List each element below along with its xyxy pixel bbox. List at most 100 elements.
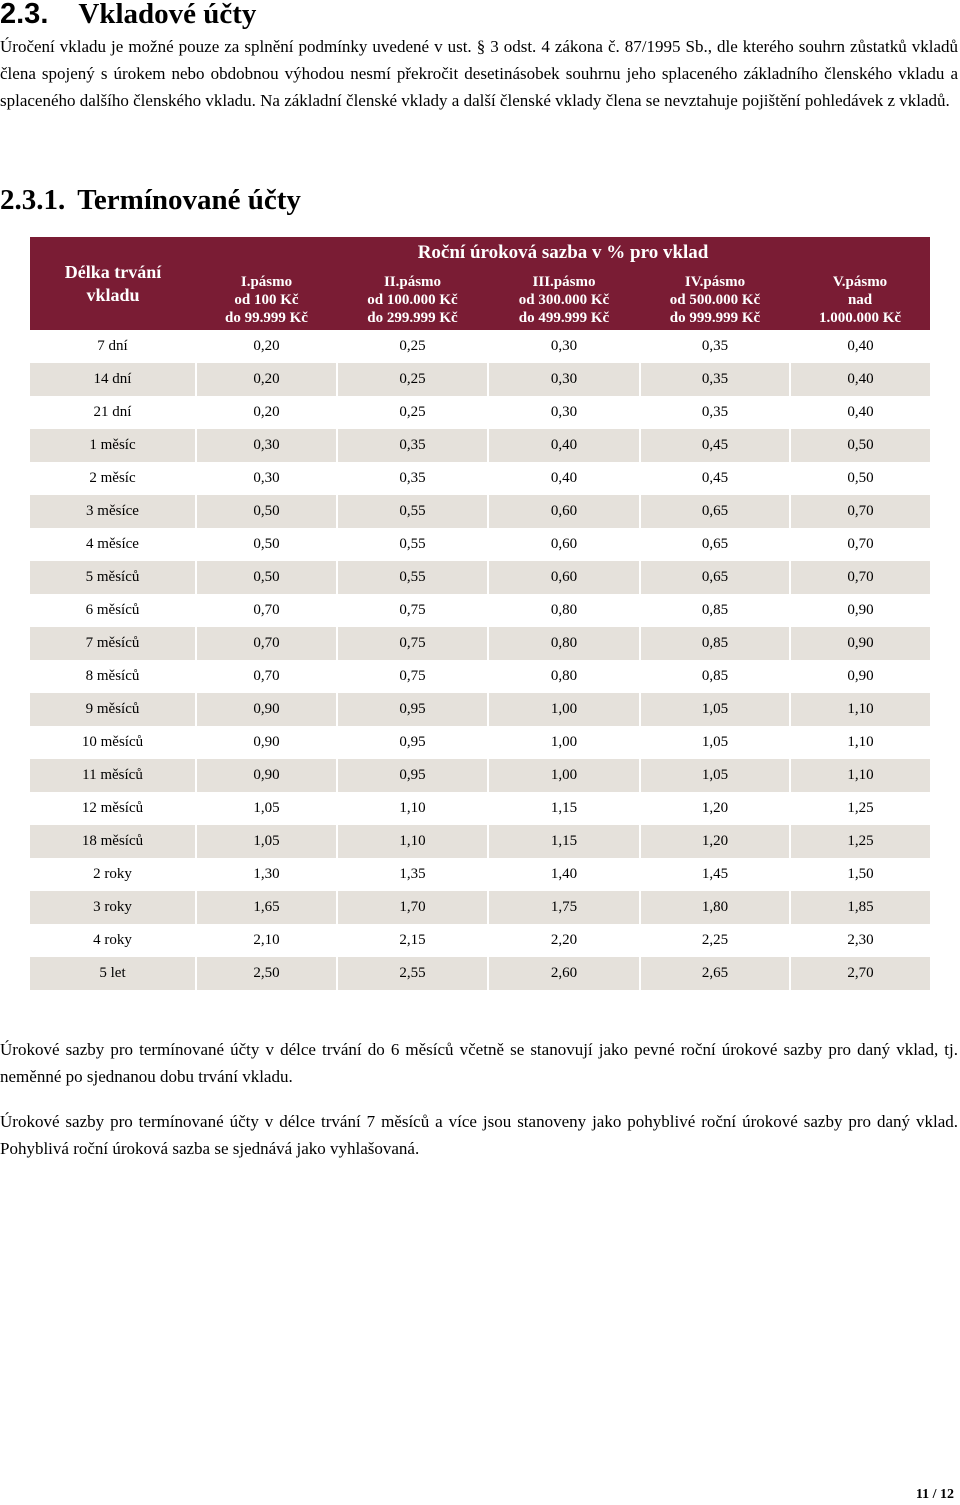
rate-cell: 0,50 [195, 561, 337, 594]
rate-cell: 0,95 [336, 759, 488, 792]
table-row: 11 měsíců 0,90 0,95 1,00 1,05 1,10 [30, 759, 931, 792]
rate-cell: 1,40 [487, 858, 640, 891]
term-cell: 4 roky [30, 924, 196, 957]
table-row: 8 měsíců 0,70 0,75 0,80 0,85 0,90 [30, 660, 931, 693]
table-row: 4 měsíce 0,50 0,55 0,60 0,65 0,70 [30, 528, 931, 561]
term-cell: 5 let [30, 957, 196, 990]
rate-cell: 0,50 [788, 429, 931, 462]
rate-cell: 0,80 [487, 660, 640, 693]
term-cell: 21 dní [30, 396, 196, 429]
rate-cell: 1,35 [336, 858, 488, 891]
column-header-line: V.pásmo [832, 273, 888, 290]
rate-cell: 0,65 [639, 495, 790, 528]
rate-cell: 0,35 [639, 363, 790, 396]
rate-cell: 1,70 [336, 891, 488, 924]
rate-cell: 0,80 [487, 627, 640, 660]
term-cell: 10 měsíců [30, 726, 196, 759]
rate-cell: 2,55 [336, 957, 488, 990]
rate-cell: 0,30 [487, 396, 640, 429]
rate-cell: 2,25 [639, 924, 790, 957]
rate-cell: 1,25 [788, 792, 931, 825]
heading-number: 2.3. [0, 0, 49, 30]
rate-cell: 0,60 [487, 528, 640, 561]
rate-cell: 1,10 [336, 825, 488, 858]
rate-cell: 0,20 [195, 330, 337, 363]
rate-cell: 0,75 [336, 594, 488, 627]
rate-cell: 0,40 [788, 363, 931, 396]
rate-cell: 1,05 [639, 759, 790, 792]
column-header-line: 1.000.000 Kč [818, 309, 902, 326]
rate-cell: 0,40 [487, 429, 640, 462]
table-row: 5 měsíců 0,50 0,55 0,60 0,65 0,70 [30, 561, 931, 594]
rate-cell: 0,45 [639, 462, 790, 495]
rate-cell: 1,20 [639, 825, 790, 858]
table-row: 1 měsíc 0,30 0,35 0,40 0,45 0,50 [30, 429, 931, 462]
rate-cell: 2,60 [487, 957, 640, 990]
term-cell: 2 měsíc [30, 462, 196, 495]
header-row: Délka trvání vkladu Roční úroková sazba v … [30, 237, 931, 330]
rate-cell: 0,80 [487, 594, 640, 627]
rate-cell: 0,85 [639, 594, 790, 627]
rate-cell: 2,30 [788, 924, 931, 957]
rate-cell: 0,90 [195, 693, 337, 726]
first-header-line: Délka trvání [64, 261, 162, 282]
rate-cell: 0,70 [195, 660, 337, 693]
rate-cell: 0,30 [195, 462, 337, 495]
term-cell: 12 měsíců [30, 792, 196, 825]
column-header-line: I.pásmo [240, 273, 293, 290]
rate-cell: 0,70 [788, 528, 931, 561]
column-header: I.pásmo od 100 Kč do 99.999 Kč [196, 269, 337, 330]
table-row: 4 roky 2,10 2,15 2,20 2,25 2,30 [30, 924, 931, 957]
rate-cell: 1,05 [195, 825, 337, 858]
table-row: 7 dní 0,20 0,25 0,30 0,35 0,40 [30, 330, 931, 363]
column-header-line: do 499.999 Kč [518, 309, 610, 326]
column-header-line: od 500.000 Kč [669, 291, 761, 308]
rate-cell: 0,50 [195, 528, 337, 561]
rate-cell: 0,20 [195, 363, 337, 396]
rate-cell: 2,50 [195, 957, 337, 990]
term-cell: 7 dní [30, 330, 196, 363]
column-header-line: od 300.000 Kč [518, 291, 610, 308]
rate-cell: 2,15 [336, 924, 488, 957]
rate-cell: 0,95 [336, 726, 488, 759]
note-2: Úrokové sazby pro termínované účty v dél… [0, 1112, 958, 1158]
rate-cell: 0,90 [195, 759, 337, 792]
rate-cell: 0,30 [487, 363, 640, 396]
table-row: 9 měsíců 0,90 0,95 1,00 1,05 1,10 [30, 693, 931, 726]
rate-cell: 1,10 [788, 759, 931, 792]
rate-cell: 0,55 [336, 495, 488, 528]
table-row: 21 dní 0,20 0,25 0,30 0,35 0,40 [30, 396, 931, 429]
table-row: 6 měsíců 0,70 0,75 0,80 0,85 0,90 [30, 594, 931, 627]
table-row: 3 měsíce 0,50 0,55 0,60 0,65 0,70 [30, 495, 931, 528]
rate-cell: 1,10 [336, 792, 488, 825]
term-cell: 8 měsíců [30, 660, 196, 693]
rate-cell: 1,05 [195, 792, 337, 825]
rate-cell: 0,35 [336, 462, 488, 495]
column-header-line: do 299.999 Kč [367, 309, 458, 326]
rate-cell: 1,00 [487, 759, 640, 792]
rate-cell: 0,70 [195, 627, 337, 660]
rate-cell: 0,85 [639, 660, 790, 693]
column-header-line: do 99.999 Kč [225, 309, 308, 326]
table-row: 2 měsíc 0,30 0,35 0,40 0,45 0,50 [30, 462, 931, 495]
rate-cell: 0,95 [336, 693, 488, 726]
rate-cell: 1,85 [788, 891, 931, 924]
term-cell: 5 měsíců [30, 561, 196, 594]
rate-cell: 1,05 [639, 693, 790, 726]
column-header-line: od 100 Kč [234, 291, 299, 308]
rate-cell: 0,60 [487, 495, 640, 528]
note-1: Úrokové sazby pro termínované účty v dél… [0, 1040, 958, 1086]
group-header: Roční úroková sazba v % pro vklad [196, 237, 931, 269]
column-header-line: II.pásmo [383, 273, 442, 290]
rate-cell: 0,75 [336, 660, 488, 693]
rate-cell: 0,85 [639, 627, 790, 660]
column-header-line: nad [847, 291, 873, 308]
rate-cell: 1,45 [639, 858, 790, 891]
term-cell: 6 měsíců [30, 594, 196, 627]
rate-cell: 0,70 [788, 495, 931, 528]
term-cell: 3 roky [30, 891, 196, 924]
column-header-line: do 999.999 Kč [669, 309, 761, 326]
column-header: V.pásmo nad 1.000.000 Kč [790, 269, 931, 330]
rates-table: Délka trvání vkladu Roční úroková sazba v … [30, 237, 931, 990]
rate-cell: 2,70 [788, 957, 931, 990]
